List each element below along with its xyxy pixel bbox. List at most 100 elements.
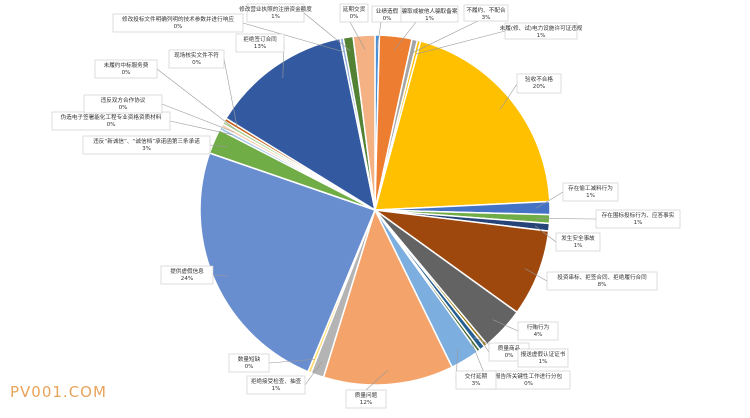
- data-label-percent: 1%: [539, 359, 548, 365]
- data-label-percent: 0%: [192, 60, 201, 66]
- data-label-name: 未履(修、试)电力设施许可证违规: [500, 24, 583, 32]
- data-label-percent: 1%: [425, 16, 434, 22]
- leader-line: [209, 144, 228, 147]
- data-label-name: 延期交货: [343, 5, 366, 13]
- data-label-percent: 3%: [482, 15, 491, 21]
- leader-line: [212, 274, 229, 277]
- data-label-percent: 0%: [107, 122, 116, 128]
- data-label-percent: 3%: [472, 381, 481, 387]
- leader-line: [365, 370, 388, 391]
- pie-slice: [224, 37, 377, 212]
- data-label-name: 不履约、不配合: [466, 6, 506, 14]
- data-label-name: 违反“新诚信”、“诚信档”承诺函第三条承诺: [93, 137, 200, 145]
- data-label-percent: 8%: [598, 282, 607, 288]
- data-label-name: 质量商品: [498, 344, 521, 352]
- leader-line: [500, 83, 518, 110]
- data-label-name: 拒绝接受检查、抽查: [251, 377, 302, 385]
- pie-slice: [199, 152, 376, 373]
- data-label-name: 投资串标、拒签合同、拒绝履行合同: [557, 273, 647, 281]
- leader-line: [524, 268, 548, 282]
- data-label-name: 提供虚假信息: [170, 267, 204, 275]
- leader-line: [349, 21, 366, 50]
- data-label-percent: 0%: [245, 364, 254, 370]
- data-label-name: 存在偷工减料行为: [568, 184, 613, 192]
- data-labels: 业绩造假0%骗取或被他人骗取备案1%不履约、不配合3%未履(修、试)电力设施许可…: [51, 3, 681, 409]
- data-label-name: 交付延期: [465, 372, 488, 380]
- leader-line: [415, 30, 506, 55]
- data-label-name: 行贿行为: [527, 323, 550, 331]
- data-label-percent: 13%: [254, 44, 266, 50]
- data-label-percent: 1%: [634, 220, 643, 226]
- data-label-name: 修改投标文件明确列明的技术参数并进行响应: [122, 15, 234, 23]
- leader-line: [535, 218, 597, 220]
- data-label-percent: 12%: [360, 400, 372, 406]
- data-label-name: 报送虚假认证证书: [521, 350, 566, 358]
- data-label-percent: 1%: [586, 193, 595, 199]
- leader-line: [376, 21, 382, 50]
- leader-line: [223, 58, 238, 127]
- data-label-percent: 0%: [350, 14, 359, 20]
- leader-line: [393, 21, 417, 51]
- leader-line: [304, 361, 323, 386]
- leader-line: [535, 191, 564, 209]
- pie-slices: [199, 34, 551, 386]
- data-label-percent: 0%: [174, 24, 183, 30]
- data-label-percent: 0%: [383, 16, 392, 22]
- data-label-name: 拒绝签订合同: [243, 35, 277, 43]
- data-label-name: 数量短缺: [238, 355, 261, 363]
- data-label-percent: 24%: [181, 276, 193, 282]
- data-label-name: 存在围标投标行为、应答事实: [602, 211, 675, 219]
- leader-line: [535, 225, 557, 243]
- leader-line: [476, 334, 490, 353]
- leader-line: [303, 12, 351, 52]
- data-label-name: 现场核实文件不符: [174, 51, 219, 59]
- data-label-percent: 0%: [524, 381, 533, 387]
- data-label-name: 未履约中标服务费: [104, 61, 149, 69]
- leader-line: [156, 68, 236, 130]
- pie-slice: [322, 207, 454, 386]
- data-label-percent: 0%: [505, 353, 514, 359]
- leader-line: [268, 359, 315, 364]
- leader-line: [492, 319, 519, 332]
- data-label-name: 修改营业执照的注册资金额度: [239, 5, 312, 13]
- pie-slice: [352, 34, 376, 211]
- data-label: 拒绝接受检查、抽查1%: [246, 375, 306, 395]
- leader-line: [242, 22, 345, 53]
- leader-line: [411, 20, 479, 54]
- data-label-percent: 1%: [574, 243, 583, 249]
- data-label-name: 伪造电子签署能化工程专业资格资质材料: [61, 113, 162, 121]
- leader-line: [169, 120, 233, 136]
- data-label-percent: 1%: [272, 386, 281, 392]
- data-label-percent: 0%: [122, 70, 131, 76]
- pie-slice: [374, 40, 551, 211]
- data-label-percent: 1%: [537, 33, 546, 39]
- watermark: PV001.COM: [10, 383, 107, 401]
- data-label-name: 验收不合格: [525, 75, 553, 83]
- data-label-percent: 20%: [533, 84, 545, 90]
- data-label-name: 发生安全事故: [561, 234, 595, 242]
- leader-line: [161, 103, 235, 133]
- data-label-percent: 4%: [534, 332, 543, 338]
